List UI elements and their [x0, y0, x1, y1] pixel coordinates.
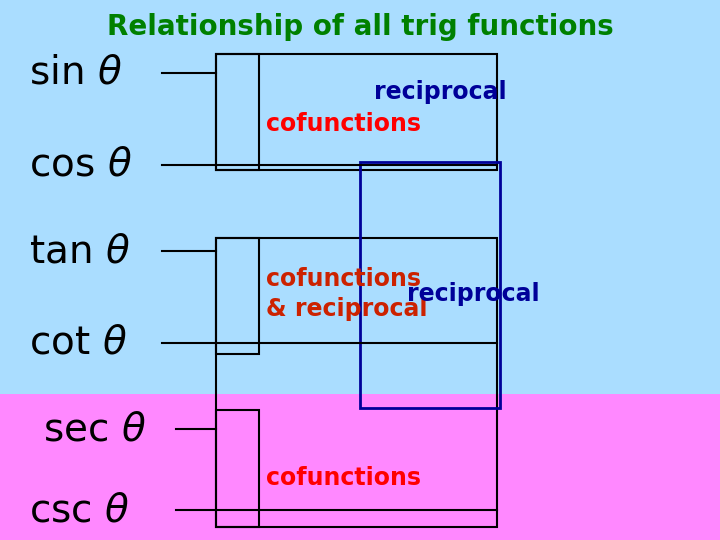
Text: $\cot\,\theta$: $\cot\,\theta$	[29, 324, 127, 362]
Bar	[216, 54, 497, 170]
Text: Relationship of all trig functions: Relationship of all trig functions	[107, 13, 613, 41]
Text: $\tan\,\theta$: $\tan\,\theta$	[29, 232, 130, 270]
Text: $\csc\,\theta$: $\csc\,\theta$	[29, 491, 130, 529]
Text: cofunctions: cofunctions	[266, 466, 421, 490]
Text: cofunctions
& reciprocal: cofunctions & reciprocal	[266, 267, 428, 321]
Text: $\sin\,\theta$: $\sin\,\theta$	[29, 54, 122, 92]
Bar	[360, 162, 500, 408]
Text: cofunctions: cofunctions	[266, 112, 421, 136]
Text: $\sec\,\theta$: $\sec\,\theta$	[43, 410, 146, 448]
Bar	[0, 0, 720, 394]
Text: reciprocal: reciprocal	[407, 282, 539, 306]
Bar	[216, 54, 259, 170]
Text: reciprocal: reciprocal	[374, 80, 507, 104]
Bar	[216, 238, 497, 526]
Bar	[216, 410, 259, 526]
Bar	[216, 238, 259, 354]
Text: $\cos\,\theta$: $\cos\,\theta$	[29, 146, 132, 184]
